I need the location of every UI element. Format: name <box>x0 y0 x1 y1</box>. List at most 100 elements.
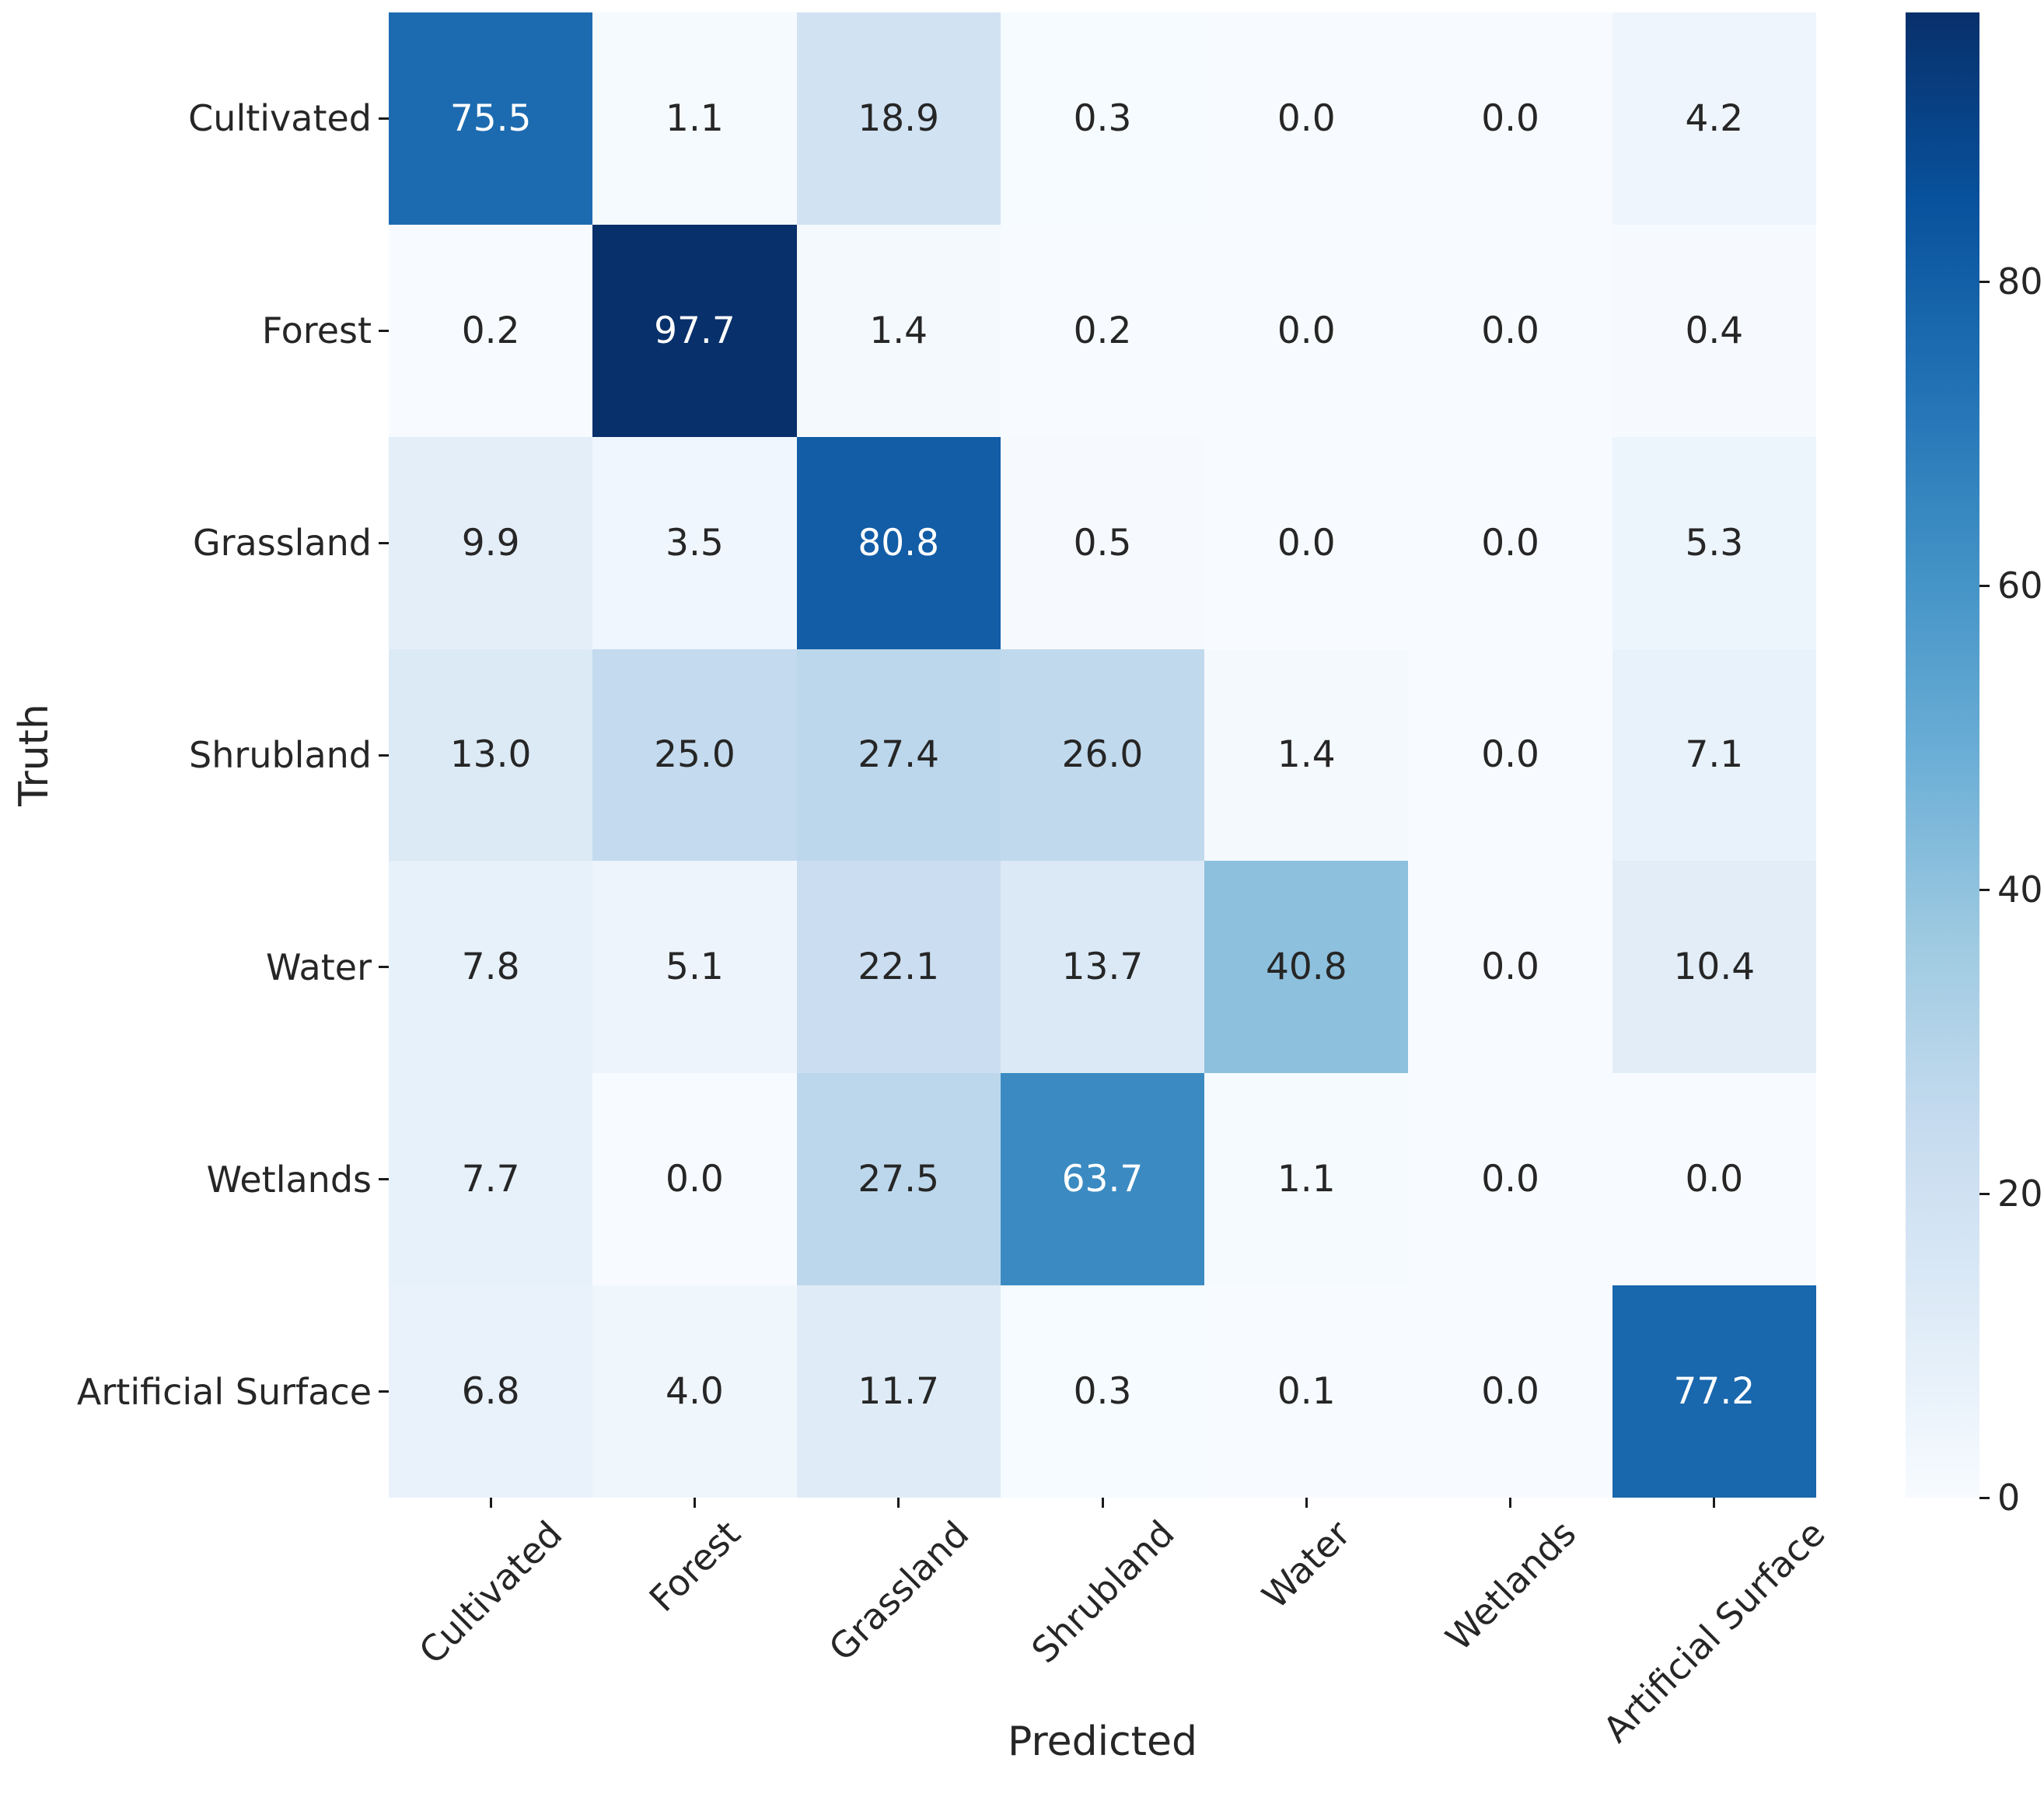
heatmap-cell: 18.9 <box>796 12 1001 225</box>
cell-value: 6.8 <box>461 1370 520 1414</box>
colorbar <box>1906 12 1979 1498</box>
heatmap-cell: 1.1 <box>592 12 797 225</box>
cell-value: 1.4 <box>1277 733 1336 777</box>
cell-value: 7.8 <box>461 946 520 989</box>
cell-value: 63.7 <box>1061 1158 1144 1201</box>
heatmap-cell: 0.0 <box>1408 649 1612 862</box>
heatmap-cell: 0.3 <box>1000 1285 1205 1498</box>
heatmap-cell: 0.2 <box>389 224 593 437</box>
x-tick-mark <box>1101 1498 1104 1508</box>
y-axis-title: Truth <box>11 704 58 806</box>
y-axis-tick-label: Shrubland <box>189 734 372 776</box>
y-tick-mark <box>379 1390 389 1393</box>
cell-value: 5.3 <box>1685 521 1744 565</box>
x-axis-tick-label: Shrubland <box>1022 1512 1183 1672</box>
cell-value: 0.4 <box>1685 309 1744 352</box>
heatmap-cell: 0.3 <box>1000 12 1205 225</box>
x-tick-mark <box>1713 1498 1716 1508</box>
cell-value: 0.0 <box>1481 1370 1539 1414</box>
cell-value: 80.8 <box>858 521 940 565</box>
cell-value: 27.4 <box>858 733 940 777</box>
heatmap-cell: 40.8 <box>1204 861 1409 1074</box>
heatmap-cell: 0.0 <box>1408 1285 1612 1498</box>
heatmap-cell: 0.4 <box>1612 224 1816 437</box>
heatmap-cell: 0.1 <box>1204 1285 1409 1498</box>
y-axis-tick-label: Wetlands <box>206 1158 372 1201</box>
heatmap-cell: 3.5 <box>592 436 797 649</box>
x-axis-tick-label: Artificial Surface <box>1595 1512 1833 1751</box>
heatmap-cell: 5.1 <box>592 861 797 1074</box>
cell-value: 0.3 <box>1073 96 1132 140</box>
cell-value: 0.0 <box>1277 96 1336 140</box>
y-axis-tick-label: Forest <box>261 309 372 352</box>
cell-value: 0.0 <box>1481 946 1539 989</box>
y-axis-tick-label: Grassland <box>193 522 372 565</box>
cell-value: 1.4 <box>869 309 928 352</box>
heatmap-grid: 75.5 1.1 18.9 0.3 0.0 0.0 4.2 0.2 97.7 1.4 0.2 0.0 0… <box>389 12 1816 1498</box>
cell-value: 0.0 <box>1481 309 1539 352</box>
cell-value: 7.7 <box>461 1158 520 1201</box>
x-tick-mark <box>1509 1498 1512 1508</box>
y-tick-mark <box>379 541 389 544</box>
colorbar-tick-label: 80 <box>1997 260 2043 303</box>
heatmap-cell: 13.7 <box>1000 861 1205 1074</box>
colorbar-tick-mark <box>1979 888 1990 891</box>
cell-value: 1.1 <box>666 96 724 140</box>
heatmap-cell: 7.7 <box>389 1073 593 1286</box>
cell-value: 0.2 <box>461 309 520 352</box>
cell-value: 13.7 <box>1061 946 1144 989</box>
cell-value: 0.5 <box>1073 521 1132 565</box>
x-axis-title: Predicted <box>1007 1718 1198 1765</box>
y-tick-mark <box>379 753 389 757</box>
heatmap-cell: 6.8 <box>389 1285 593 1498</box>
cell-value: 0.1 <box>1277 1370 1336 1414</box>
heatmap-cell: 26.0 <box>1000 649 1205 862</box>
y-axis-tick-label: Artificial Surface <box>76 1370 372 1413</box>
heatmap-cell: 63.7 <box>1000 1073 1205 1286</box>
heatmap-cell: 0.0 <box>1204 436 1409 649</box>
heatmap-cell: 5.3 <box>1612 436 1816 649</box>
x-axis-tick-label: Cultivated <box>411 1512 571 1673</box>
heatmap-cell: 0.0 <box>1408 224 1612 437</box>
cell-value: 22.1 <box>858 946 940 989</box>
cell-value: 0.0 <box>666 1158 724 1201</box>
heatmap-cell: 22.1 <box>796 861 1001 1074</box>
heatmap-cell: 25.0 <box>592 649 797 862</box>
heatmap-cell: 1.1 <box>1204 1073 1409 1286</box>
heatmap-cell: 0.0 <box>1612 1073 1816 1286</box>
y-tick-mark <box>379 117 389 120</box>
colorbar-tick-label: 20 <box>1997 1173 2043 1215</box>
y-tick-mark <box>379 329 389 332</box>
x-tick-mark <box>897 1498 900 1508</box>
cell-value: 0.0 <box>1481 733 1539 777</box>
x-tick-mark <box>489 1498 492 1508</box>
heatmap-cell: 27.5 <box>796 1073 1001 1286</box>
cell-value: 11.7 <box>858 1370 940 1414</box>
colorbar-tick-label: 60 <box>1997 565 2043 607</box>
heatmap-cell: 97.7 <box>592 224 797 437</box>
heatmap-cell: 4.0 <box>592 1285 797 1498</box>
heatmap-cell: 0.2 <box>1000 224 1205 437</box>
cell-value: 0.0 <box>1481 521 1539 565</box>
cell-value: 0.0 <box>1481 96 1539 140</box>
cell-value: 10.4 <box>1673 946 1756 989</box>
heatmap-cell: 7.8 <box>389 861 593 1074</box>
heatmap-cell: 0.0 <box>1408 436 1612 649</box>
heatmap-cell: 0.0 <box>1204 224 1409 437</box>
cell-value: 7.1 <box>1685 733 1744 777</box>
cell-value: 13.0 <box>449 733 532 777</box>
heatmap-cell: 77.2 <box>1612 1285 1816 1498</box>
cell-value: 0.0 <box>1277 521 1336 565</box>
colorbar-tick-label: 0 <box>1997 1477 2021 1519</box>
heatmap-cell: 13.0 <box>389 649 593 862</box>
heatmap-cell: 0.0 <box>1408 12 1612 225</box>
heatmap-cell: 0.0 <box>592 1073 797 1286</box>
cell-value: 5.1 <box>666 946 724 989</box>
cell-value: 27.5 <box>858 1158 940 1201</box>
colorbar-tick-label: 40 <box>1997 869 2043 911</box>
heatmap-cell: 11.7 <box>796 1285 1001 1498</box>
colorbar-tick-mark <box>1979 584 1990 587</box>
heatmap-cell: 0.0 <box>1408 861 1612 1074</box>
cell-value: 0.3 <box>1073 1370 1132 1414</box>
